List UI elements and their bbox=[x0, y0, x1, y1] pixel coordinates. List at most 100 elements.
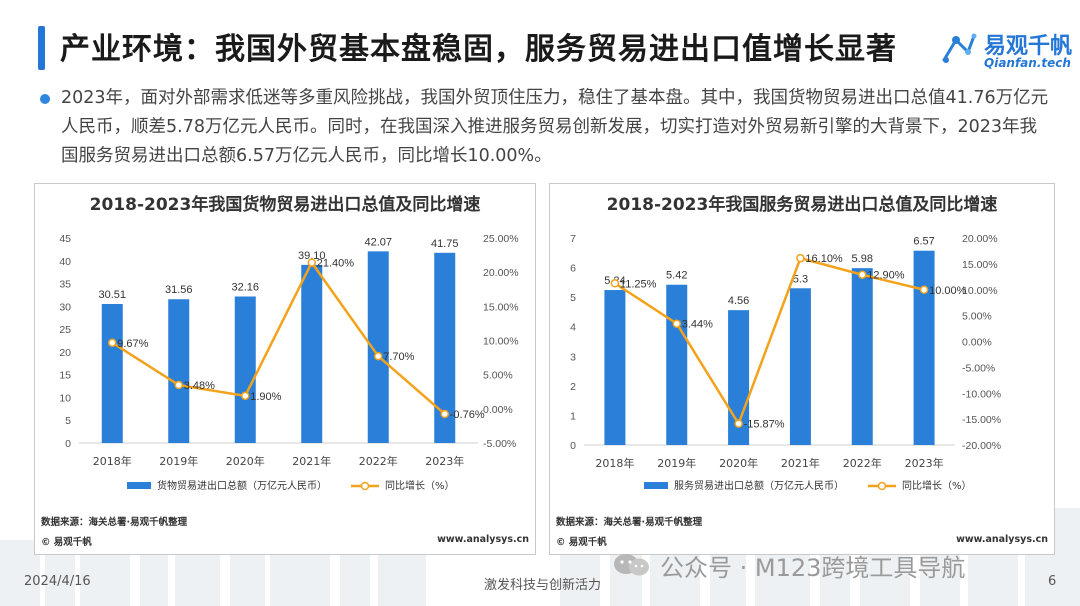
legend-line-marker bbox=[360, 481, 370, 491]
chart-title: 2018-2023年我国服务贸易进出口总值及同比增速 bbox=[606, 195, 998, 215]
page-title: 产业环境：我国外贸基本盘稳固，服务贸易进出口值增长显著 bbox=[60, 32, 897, 67]
y-left-tick-label: 3 bbox=[570, 351, 576, 363]
bar-value-label: 39.10 bbox=[298, 250, 326, 262]
chart-title: 2018-2023年我国货物贸易进出口总值及同比增速 bbox=[89, 195, 481, 215]
copyright: © 易观千帆 bbox=[41, 537, 92, 548]
x-tick-label: 2021年 bbox=[292, 454, 331, 468]
y-right-tick-label: 20.00% bbox=[962, 233, 998, 245]
growth-point bbox=[374, 351, 383, 361]
growth-value-label: 16.10% bbox=[805, 253, 843, 265]
y-right-tick-label: -15.00% bbox=[962, 414, 1001, 426]
x-tick-label: 2022年 bbox=[843, 456, 882, 470]
legend-bar-label: 服务贸易进出口总额（万亿元人民币） bbox=[674, 479, 844, 492]
growth-point bbox=[858, 270, 867, 279]
x-tick-label: 2020年 bbox=[226, 454, 265, 468]
bar-value-label: 42.07 bbox=[364, 236, 392, 248]
growth-point bbox=[919, 285, 929, 294]
bar-value-label: 6.57 bbox=[913, 236, 934, 248]
x-tick-label: 2023年 bbox=[425, 454, 464, 468]
growth-line bbox=[614, 256, 925, 427]
growth-point bbox=[307, 258, 316, 267]
legend-bar-label: 货物贸易进出口总额（万亿元人民币） bbox=[157, 479, 327, 492]
y-right-tick-label: -20.00% bbox=[962, 440, 1001, 452]
growth-value-label: 10.00% bbox=[929, 285, 967, 297]
growth-point bbox=[796, 253, 805, 263]
y-left-tick-label: 1 bbox=[570, 410, 576, 422]
y-right-tick-label: 0.00% bbox=[483, 404, 513, 416]
legend-bar-swatch bbox=[127, 482, 151, 489]
y-right-tick-label: 25.00% bbox=[483, 233, 519, 245]
growth-value-label: -15.87% bbox=[744, 419, 785, 431]
growth-value-label: 9.67% bbox=[117, 338, 148, 350]
growth-point bbox=[672, 319, 681, 328]
y-right-tick-label: 0.00% bbox=[962, 337, 992, 349]
growth-value-label: 12.90% bbox=[867, 270, 905, 282]
x-tick-label: 2018年 bbox=[595, 456, 634, 470]
bar bbox=[168, 299, 190, 443]
bar-value-label: 5.98 bbox=[852, 253, 873, 265]
bullet-icon bbox=[40, 94, 50, 104]
growth-value-label: 7.70% bbox=[383, 351, 414, 363]
y-left-tick-label: 6 bbox=[570, 263, 576, 275]
y-left-tick-label: 20 bbox=[59, 347, 71, 359]
x-tick-label: 2020年 bbox=[719, 456, 758, 470]
logo-text-cn: 易观千帆 bbox=[984, 34, 1073, 59]
y-left-tick-label: 0 bbox=[570, 440, 576, 452]
bar bbox=[666, 284, 688, 445]
bar bbox=[434, 252, 456, 443]
website: www.analysys.cn bbox=[956, 534, 1048, 545]
bar-value-label: 30.51 bbox=[98, 289, 126, 301]
bar-value-label: 31.56 bbox=[165, 284, 193, 296]
bar bbox=[367, 251, 389, 443]
y-left-tick-label: 15 bbox=[59, 370, 71, 382]
services-trade-chart-panel: 0 1 2 3 4 5 6 7 -20.00% -15.00% -10.00% -5.00% 0.00%… bbox=[549, 183, 1055, 555]
bar bbox=[913, 250, 935, 445]
footer-date: 2024/4/16 bbox=[24, 574, 91, 589]
legend-line-marker bbox=[877, 481, 887, 491]
data-source: 数据来源：海关总署·易观千帆整理 bbox=[41, 517, 188, 528]
bar bbox=[101, 304, 123, 443]
growth-point bbox=[610, 279, 620, 288]
growth-value-label: -0.76% bbox=[450, 409, 485, 421]
x-tick-label: 2018年 bbox=[93, 454, 132, 468]
x-tick-label: 2023年 bbox=[905, 456, 944, 470]
growth-point bbox=[241, 391, 250, 401]
intro-paragraph: 2023年，面对外部需求低迷等多重风险挑战，我国外贸顶住压力，稳住了基本盘。其中… bbox=[61, 88, 1049, 166]
growth-value-label: 21.40% bbox=[317, 258, 355, 270]
x-tick-label: 2021年 bbox=[781, 456, 820, 470]
y-right-tick-label: -10.00% bbox=[962, 388, 1001, 400]
title-accent-bar bbox=[38, 26, 45, 70]
bar-value-label: 41.75 bbox=[431, 238, 459, 250]
bar-value-label: 32.16 bbox=[231, 281, 259, 293]
x-tick-label: 2022年 bbox=[359, 454, 398, 468]
data-source: 数据来源：海关总署·易观千帆整理 bbox=[556, 517, 703, 528]
page-number: 6 bbox=[1048, 574, 1057, 589]
y-right-tick-label: -5.00% bbox=[483, 438, 516, 450]
x-tick-label: 2019年 bbox=[657, 456, 696, 470]
y-right-tick-label: 5.00% bbox=[483, 370, 513, 382]
y-left-tick-label: 2 bbox=[570, 381, 576, 393]
goods-trade-chart-panel: 0 5 10 15 20 25 30 35 40 45 -5.00% 0.00% 5.00% 10.00%… bbox=[34, 183, 536, 555]
growth-value-label: 1.90% bbox=[250, 391, 281, 403]
y-left-tick-label: 5 bbox=[65, 415, 71, 427]
watermark-text: 公众号 · M123跨境工具导航 bbox=[660, 554, 966, 582]
y-right-tick-label: 10.00% bbox=[483, 336, 519, 348]
y-right-tick-label: 15.00% bbox=[962, 259, 998, 271]
growth-point bbox=[440, 409, 449, 419]
bar bbox=[234, 296, 256, 443]
bar-value-label: 4.56 bbox=[728, 295, 749, 307]
y-left-tick-label: 30 bbox=[59, 301, 71, 313]
y-right-tick-label: -5.00% bbox=[962, 362, 995, 374]
bar-value-label: 5.3 bbox=[793, 273, 808, 285]
y-left-tick-label: 5 bbox=[570, 292, 576, 304]
legend-line-label: 同比增长（%） bbox=[385, 479, 455, 492]
bar bbox=[604, 290, 626, 445]
y-right-tick-label: 10.00% bbox=[962, 285, 998, 297]
y-left-tick-label: 40 bbox=[59, 256, 71, 268]
bar bbox=[851, 268, 873, 445]
y-left-tick-label: 45 bbox=[59, 233, 71, 245]
bar bbox=[789, 288, 811, 445]
growth-point bbox=[734, 419, 743, 428]
website: www.analysys.cn bbox=[437, 534, 529, 545]
y-right-tick-label: 5.00% bbox=[962, 311, 992, 323]
